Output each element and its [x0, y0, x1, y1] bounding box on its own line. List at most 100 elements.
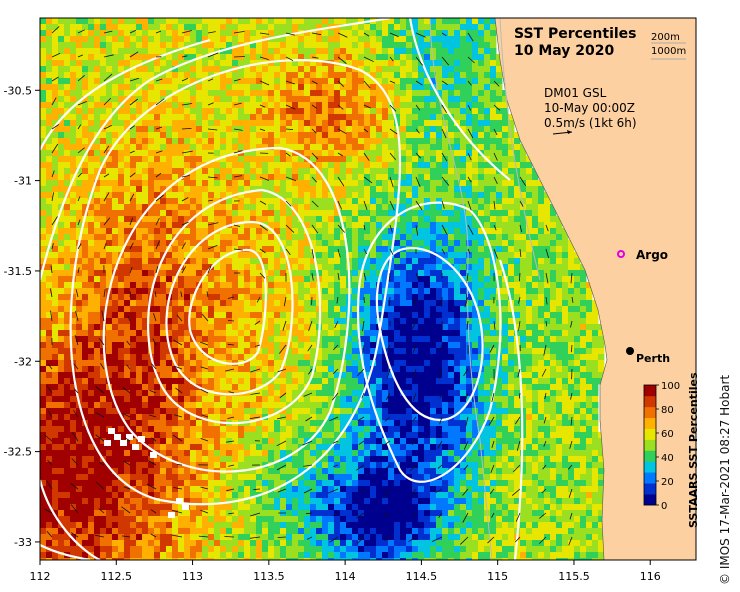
sst-cell: [412, 126, 419, 133]
sst-cell: [130, 198, 137, 205]
sst-cell: [238, 168, 245, 175]
sst-cell: [340, 168, 347, 175]
sst-cell: [382, 192, 389, 199]
sst-cell: [418, 66, 425, 73]
sst-cell: [442, 72, 449, 79]
sst-cell: [64, 42, 71, 49]
sst-cell: [412, 114, 419, 121]
sst-cell: [232, 330, 239, 337]
sst-cell: [52, 312, 59, 319]
sst-cell: [298, 78, 305, 85]
sst-cell: [502, 102, 509, 109]
sst-cell: [370, 288, 377, 295]
sst-cell: [298, 324, 305, 331]
sst-cell: [172, 324, 179, 331]
sst-cell: [400, 114, 407, 121]
sst-cell: [280, 114, 287, 121]
sst-cell: [442, 204, 449, 211]
sst-cell: [82, 300, 89, 307]
sst-cell: [490, 132, 497, 139]
sst-cell: [592, 324, 599, 331]
sst-cell: [124, 294, 131, 301]
sst-cell: [316, 120, 323, 127]
sst-cell: [424, 222, 431, 229]
sst-cell: [472, 168, 479, 175]
sst-cell: [298, 186, 305, 193]
sst-cell: [304, 18, 311, 25]
sst-cell: [82, 306, 89, 313]
sst-cell: [538, 186, 545, 193]
sst-cell: [394, 192, 401, 199]
sst-cell: [484, 348, 491, 355]
sst-cell: [268, 366, 275, 373]
sst-cell: [388, 90, 395, 97]
sst-cell: [484, 282, 491, 289]
sst-cell: [184, 318, 191, 325]
sst-cell: [394, 300, 401, 307]
sst-cell: [526, 180, 533, 187]
sst-cell: [106, 216, 113, 223]
sst-cell: [286, 66, 293, 73]
sst-cell: [286, 360, 293, 367]
sst-cell: [430, 36, 437, 43]
sst-cell: [172, 150, 179, 157]
sst-cell: [322, 156, 329, 163]
sst-cell: [424, 198, 431, 205]
sst-cell: [292, 240, 299, 247]
sst-cell: [70, 264, 77, 271]
sst-cell: [292, 234, 299, 241]
sst-cell: [490, 18, 497, 25]
sst-cell: [220, 42, 227, 49]
sst-cell: [448, 216, 455, 223]
sst-cell: [154, 366, 161, 373]
sst-cell: [154, 234, 161, 241]
sst-cell: [442, 180, 449, 187]
sst-cell: [76, 246, 83, 253]
sst-cell: [394, 246, 401, 253]
sst-cell: [124, 24, 131, 31]
sst-cell: [292, 330, 299, 337]
sst-cell: [196, 60, 203, 67]
sst-cell: [502, 240, 509, 247]
sst-cell: [70, 30, 77, 37]
sst-cell: [520, 174, 527, 181]
sst-cell: [502, 126, 509, 133]
sst-cell: [262, 84, 269, 91]
sst-cell: [334, 354, 341, 361]
sst-cell: [340, 270, 347, 277]
sst-cell: [64, 60, 71, 67]
sst-cell: [454, 366, 461, 373]
sst-cell: [400, 96, 407, 103]
sst-cell: [70, 198, 77, 205]
sst-cell: [508, 366, 515, 373]
sst-cell: [298, 366, 305, 373]
sst-cell: [118, 126, 125, 133]
sst-cell: [508, 294, 515, 301]
sst-cell: [286, 162, 293, 169]
sst-cell: [418, 264, 425, 271]
sst-cell: [238, 144, 245, 151]
sst-cell: [268, 228, 275, 235]
sst-cell: [466, 366, 473, 373]
sst-cell: [388, 72, 395, 79]
sst-cell: [370, 216, 377, 223]
sst-cell: [262, 366, 269, 373]
sst-cell: [598, 336, 605, 343]
sst-cell: [388, 180, 395, 187]
sst-cell: [460, 84, 467, 91]
sst-cell: [88, 198, 95, 205]
sst-cell: [46, 90, 53, 97]
sst-cell: [244, 306, 251, 313]
sst-cell: [436, 138, 443, 145]
sst-cell: [124, 312, 131, 319]
sst-cell: [100, 108, 107, 115]
sst-cell: [370, 30, 377, 37]
sst-cell: [226, 60, 233, 67]
sst-cell: [340, 18, 347, 25]
sst-cell: [364, 270, 371, 277]
sst-cell: [334, 96, 341, 103]
sst-cell: [232, 216, 239, 223]
sst-cell: [298, 228, 305, 235]
sst-cell: [292, 186, 299, 193]
sst-cell: [346, 72, 353, 79]
